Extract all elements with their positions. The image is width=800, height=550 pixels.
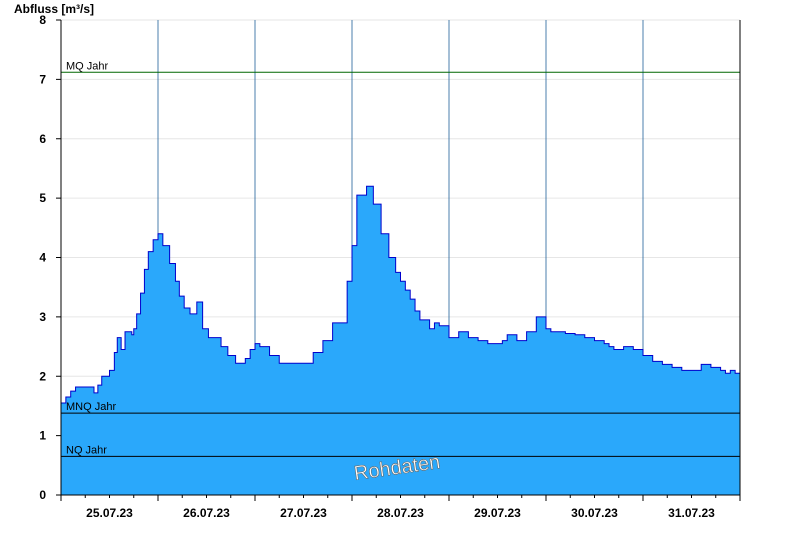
area-layer <box>61 185 741 495</box>
axes: 0 1 2 3 4 5 6 7 8 25.07.23 26.07.23 27.07.23 28.07.2… <box>39 13 741 520</box>
ref-label-2: NQ Jahr <box>66 444 107 456</box>
y-tick-label-0: 0 <box>39 488 46 502</box>
x-tick-label-2: 27.07.23 <box>280 506 327 520</box>
x-tick-label-1: 26.07.23 <box>183 506 230 520</box>
y-tick-label-3: 3 <box>39 310 46 324</box>
x-tick-label-4: 29.07.23 <box>474 506 521 520</box>
y-tick-label-8: 8 <box>39 13 46 27</box>
ref-label-1: MNQ Jahr <box>66 401 116 413</box>
y-tick-label-4: 4 <box>39 251 46 265</box>
x-tick-label-6: 31.07.23 <box>668 506 715 520</box>
y-tick-label-2: 2 <box>39 369 46 383</box>
y-tick-label-5: 5 <box>39 191 46 205</box>
discharge-line <box>61 185 741 404</box>
x-tick-label-3: 28.07.23 <box>377 506 424 520</box>
y-tick-label-1: 1 <box>39 429 46 443</box>
discharge-area <box>61 186 740 495</box>
ref-label-0: MQ Jahr <box>66 60 109 72</box>
y-tick-label-7: 7 <box>39 72 46 86</box>
y-tick-label-6: 6 <box>39 132 46 146</box>
reference-lines: MQ Jahr MNQ Jahr NQ Jahr <box>61 60 740 457</box>
y-axis-label: Abfluss [m³/s] <box>14 2 94 16</box>
x-tick-label-0: 25.07.23 <box>86 506 133 520</box>
x-tick-label-5: 30.07.23 <box>571 506 618 520</box>
